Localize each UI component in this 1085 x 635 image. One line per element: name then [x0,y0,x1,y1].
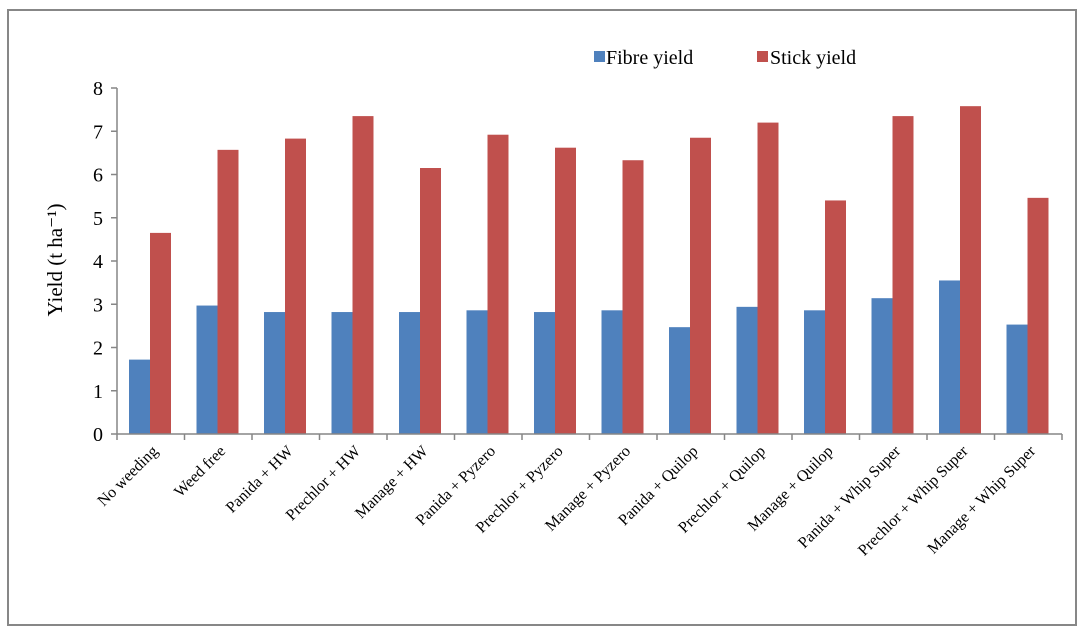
bar-stick-yield [1027,197,1049,434]
bar-fibre-yield [871,298,893,434]
y-tick-label: 2 [93,338,103,360]
legend-label-fibre-yield: Fibre yield [606,47,693,69]
bar-fibre-yield [129,359,150,434]
y-axis-title: Yield (t ha⁻¹) [43,203,67,316]
bar-fibre-yield [399,312,420,434]
y-axis: 0 1 2 3 4 5 6 7 8 [93,78,118,446]
bar-stick-yield [960,106,981,435]
bar-fibre-yield [534,312,555,434]
legend-label-stick-yield: Stick yield [770,47,856,69]
bar-fibre-yield [939,280,960,434]
legend-swatch-fibre-yield [594,51,605,62]
bar-stick-yield [892,116,914,435]
y-tick-label: 4 [93,251,103,273]
y-tick-label: 8 [93,78,103,100]
bars [129,106,1049,435]
y-tick-label: 5 [93,208,103,230]
bar-stick-yield [285,138,306,434]
bar-stick-yield [690,137,711,435]
bar-stick-yield [150,232,171,434]
bar-fibre-yield [804,310,825,434]
bar-stick-yield [487,134,509,434]
bar-stick-yield [217,149,239,434]
bar-fibre-yield [601,310,623,434]
bar-stick-yield [420,168,441,434]
bar-fibre-yield [736,306,758,434]
legend-swatch-stick-yield [757,51,768,62]
y-tick-label: 7 [93,121,103,143]
legend: Fibre yield Stick yield [594,47,856,69]
x-category-label: No weeding [95,443,162,510]
bar-fibre-yield [669,327,690,434]
bar-stick-yield [555,147,576,434]
y-tick-label: 3 [93,294,103,316]
bar-fibre-yield [196,305,218,434]
bar-fibre-yield [466,310,488,434]
bar-fibre-yield [331,312,353,434]
x-category-label: Panida + HW [223,442,297,516]
bar-fibre-yield [1006,324,1028,434]
x-category-label: Weed free [171,443,229,501]
bar-stick-yield [352,116,374,435]
y-tick-label: 6 [93,165,103,187]
y-tick-label: 1 [93,381,103,403]
y-tick-label: 0 [93,424,103,446]
bar-stick-yield [757,122,779,434]
bar-stick-yield [622,160,644,435]
bar-fibre-yield [264,312,285,434]
x-category-label: Prechlor + Whip Super [855,442,972,559]
bar-stick-yield [825,200,846,434]
